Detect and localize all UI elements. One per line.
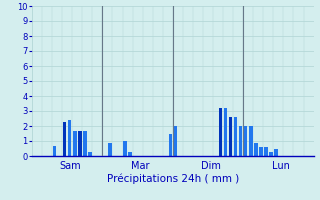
Bar (269, 152, 273, 156)
Bar (78, 130, 82, 156)
Bar (244, 126, 247, 156)
Bar (254, 142, 258, 156)
Bar (234, 117, 237, 156)
Bar (73, 130, 76, 156)
Bar (274, 148, 278, 156)
Bar (229, 117, 232, 156)
Bar (108, 143, 112, 156)
X-axis label: Précipitations 24h ( mm ): Précipitations 24h ( mm ) (107, 174, 239, 184)
Bar (264, 147, 268, 156)
Bar (259, 147, 263, 156)
Bar (68, 120, 71, 156)
Bar (173, 126, 177, 156)
Bar (169, 134, 172, 156)
Bar (83, 130, 86, 156)
Bar (239, 126, 243, 156)
Bar (53, 146, 56, 156)
Bar (88, 152, 92, 156)
Bar (63, 121, 67, 156)
Bar (123, 141, 127, 156)
Bar (224, 108, 227, 156)
Bar (249, 126, 252, 156)
Bar (219, 108, 222, 156)
Bar (128, 152, 132, 156)
